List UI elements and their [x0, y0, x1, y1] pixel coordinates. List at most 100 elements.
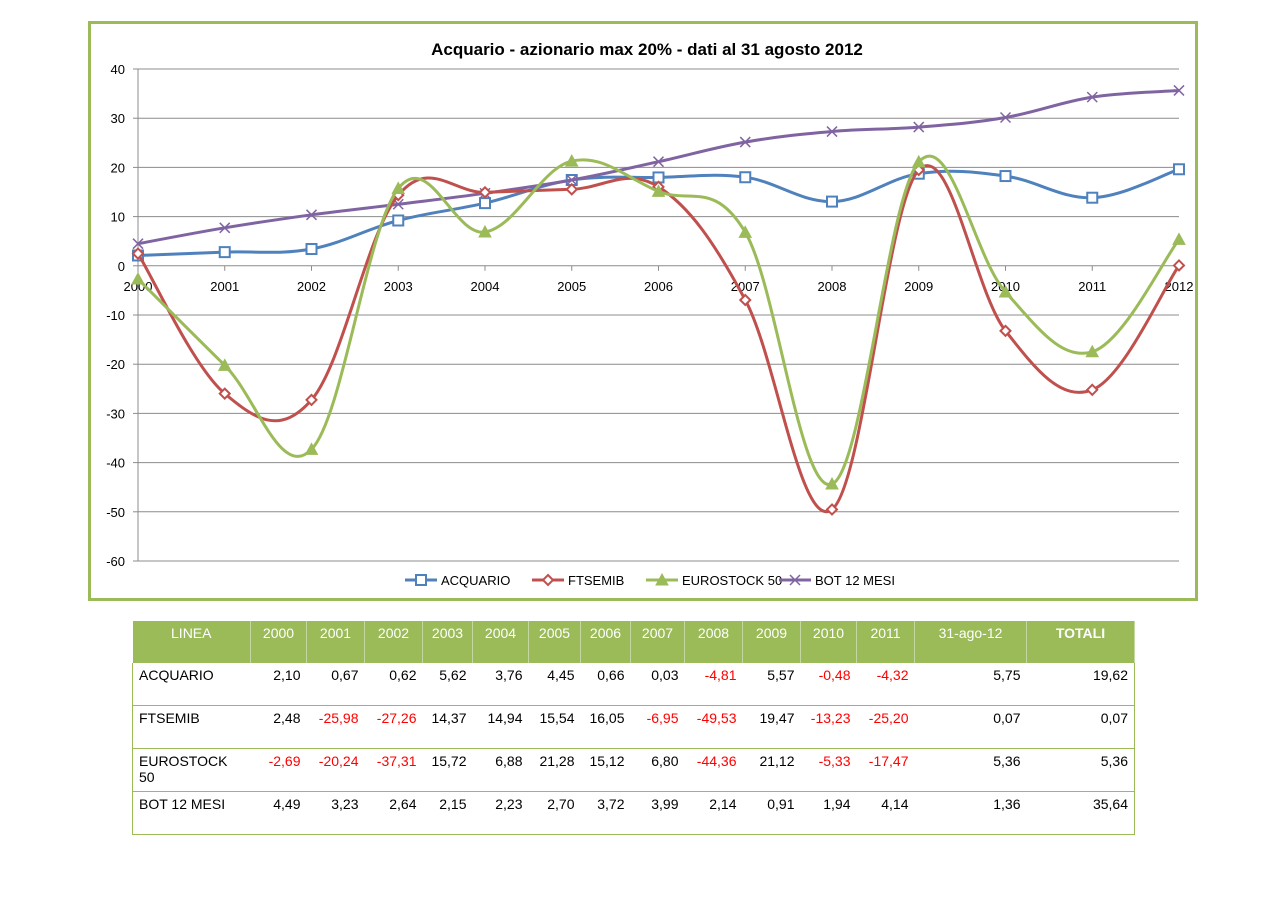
table-row: ACQUARIO 2,10 0,67 0,62 5,62 3,76 4,45 0,66 0,03… — [132, 663, 1135, 706]
legend-item-acquario: ACQUARIO — [405, 573, 510, 588]
value-cell: 5,75 — [914, 663, 1027, 706]
data-point-eurostock-50 — [131, 271, 145, 285]
table-row: BOT 12 MESI 4,49 3,23 2,64 2,15 2,23 2,70 3,72 3… — [132, 791, 1135, 835]
y-tick-label: -50 — [106, 505, 125, 520]
header-cell: 2006 — [580, 621, 631, 663]
value-cell: 4,49 — [250, 791, 307, 835]
value-cell: -13,23 — [800, 705, 857, 749]
header-cell: TOTALI — [1026, 621, 1135, 663]
table-header-row: LINEA 2000 2001 2002 2003 2004 2005 2006 2007 200… — [132, 621, 1135, 663]
value-cell: 3,99 — [630, 791, 685, 835]
data-point-bot-12-mesi — [219, 222, 231, 234]
data-point-ftsemib — [999, 324, 1012, 338]
value-cell: 5,62 — [422, 663, 473, 706]
y-tick-label: -60 — [106, 554, 125, 569]
value-cell: 1,94 — [800, 791, 857, 835]
data-point-eurostock-50 — [564, 154, 579, 167]
value-cell: 6,88 — [472, 748, 529, 792]
data-point-ftsemib — [218, 387, 232, 401]
data-point-bot-12-mesi — [999, 111, 1012, 124]
value-cell: -5,33 — [800, 748, 857, 792]
chart-container: Acquario - azionario max 20% - dati al 3… — [88, 21, 1198, 601]
series-bot-12-mesi — [132, 84, 1185, 250]
x-tick-label: 2000 — [124, 279, 153, 294]
data-point-bot-12-mesi — [566, 174, 578, 186]
data-point-eurostock-50 — [478, 224, 492, 238]
legend-item-ftsemib: FTSEMIB — [532, 573, 624, 588]
value-cell: 5,36 — [914, 748, 1027, 792]
marker-stroke — [392, 198, 404, 210]
row-label: FTSEMIB — [132, 705, 251, 749]
marker-stroke — [999, 111, 1012, 124]
value-cell: 0,66 — [580, 663, 631, 706]
series-line-ftsemib — [136, 164, 1181, 514]
value-cell: 0,91 — [742, 791, 801, 835]
legend-label: BOT 12 MESI — [815, 573, 895, 588]
marker-stroke — [652, 156, 665, 168]
legend-marker — [789, 574, 801, 586]
x-tick-label: 2009 — [904, 279, 933, 294]
data-point-eurostock-50 — [738, 225, 753, 238]
value-cell: -2,69 — [250, 748, 307, 792]
value-cell: 2,64 — [364, 791, 423, 835]
header-cell: 2008 — [684, 621, 743, 663]
value-cell: -25,20 — [856, 705, 915, 749]
y-tick-label: 10 — [111, 210, 125, 225]
data-point-acquario — [479, 197, 491, 210]
value-cell: 19,62 — [1026, 663, 1135, 706]
row-label: BOT 12 MESI — [132, 791, 251, 835]
data-point-eurostock-50 — [1085, 344, 1100, 358]
data-point-bot-12-mesi — [913, 121, 925, 133]
data-point-ftsemib — [305, 393, 318, 407]
data-point-bot-12-mesi — [1086, 91, 1098, 103]
value-cell: 4,45 — [528, 663, 581, 706]
legend-label: FTSEMIB — [568, 573, 624, 588]
data-point-acquario — [826, 195, 838, 208]
legend-label: EUROSTOCK 50 — [682, 573, 782, 588]
value-cell: -27,26 — [364, 705, 423, 749]
header-cell: 2002 — [364, 621, 423, 663]
data-point-ftsemib — [1172, 259, 1186, 272]
data-point-acquario — [1173, 163, 1185, 176]
marker-stroke — [219, 222, 231, 234]
data-point-bot-12-mesi — [1173, 84, 1185, 96]
series-acquario — [132, 163, 1185, 262]
value-cell: 16,05 — [580, 705, 631, 749]
value-cell: -0,48 — [800, 663, 857, 706]
chart-legend: ACQUARIO FTSEMIB EUROSTOCK 50 BOT 12 MESI — [405, 572, 895, 588]
value-cell: 1,36 — [914, 791, 1027, 835]
data-point-ftsemib — [131, 247, 145, 261]
value-cell: 2,48 — [250, 705, 307, 749]
value-cell: 15,12 — [580, 748, 631, 792]
value-cell: 15,72 — [422, 748, 473, 792]
data-point-acquario — [1086, 191, 1099, 204]
data-point-bot-12-mesi — [739, 136, 751, 148]
data-point-eurostock-50 — [391, 181, 406, 194]
header-cell: 2010 — [800, 621, 857, 663]
value-cell: 2,23 — [472, 791, 529, 835]
data-point-eurostock-50 — [911, 154, 926, 168]
marker-stroke — [132, 238, 144, 250]
value-cell: 19,47 — [742, 705, 801, 749]
header-cell: 2005 — [528, 621, 581, 663]
value-cell: 15,54 — [528, 705, 581, 749]
header-cell: 2004 — [472, 621, 529, 663]
marker-stroke — [305, 209, 318, 221]
x-tick-label: 2006 — [644, 279, 673, 294]
marker-stroke — [566, 174, 578, 186]
marker-stroke — [1173, 84, 1185, 96]
value-cell: 2,15 — [422, 791, 473, 835]
data-point-acquario — [218, 246, 231, 259]
row-label: EUROSTOCK 50 — [132, 748, 251, 792]
value-cell: 2,14 — [684, 791, 743, 835]
table-row: FTSEMIB 2,48 -25,98 -27,26 14,37 14,94 15,54 16… — [132, 705, 1135, 749]
value-cell: -20,24 — [306, 748, 365, 792]
value-cell: 3,76 — [472, 663, 529, 706]
value-cell: 14,37 — [422, 705, 473, 749]
data-point-bot-12-mesi — [826, 126, 838, 138]
returns-table: LINEA 2000 2001 2002 2003 2004 2005 2006 2007 200… — [132, 621, 1135, 835]
x-tick-label: 2008 — [818, 279, 847, 294]
value-cell: -4,32 — [856, 663, 915, 706]
y-tick-label: 30 — [111, 111, 125, 126]
data-point-acquario — [739, 171, 752, 184]
